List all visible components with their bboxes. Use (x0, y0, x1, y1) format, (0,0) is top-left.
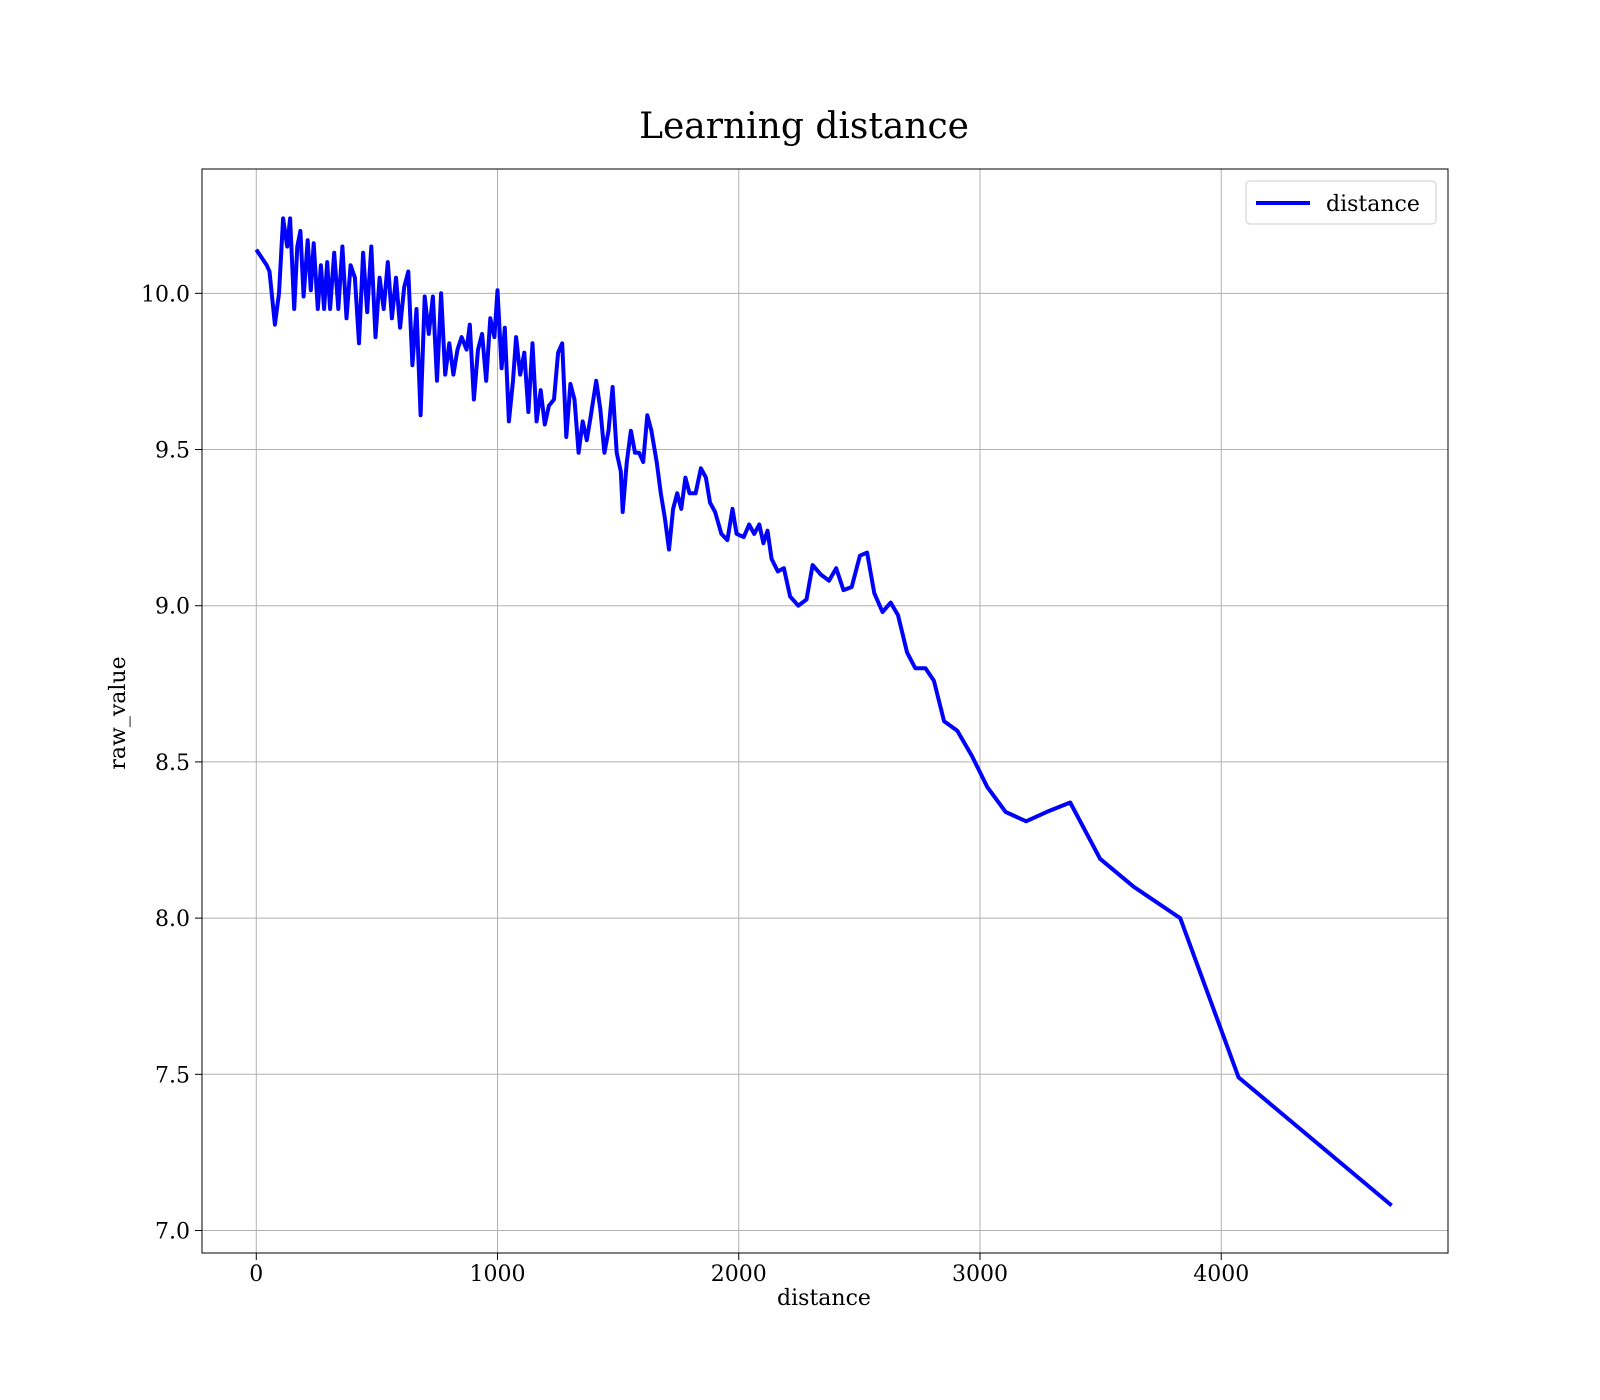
x-tick-label: 2000 (711, 1262, 767, 1287)
y-tick-label: 9.0 (155, 595, 190, 620)
y-axis-label: raw_value (106, 656, 131, 769)
legend-label: distance (1326, 192, 1420, 217)
y-tick-label: 7.0 (155, 1220, 190, 1245)
y-tick-label: 8.5 (155, 751, 190, 776)
y-tick-label: 10.0 (141, 282, 190, 307)
x-axis-label: distance (777, 1286, 871, 1311)
legend-box (1245, 180, 1437, 225)
line-series (254, 216, 1393, 1208)
plot-frame (201, 168, 1449, 1254)
y-tick-label: 8.0 (155, 907, 190, 932)
x-tick-label: 4000 (1193, 1262, 1249, 1287)
x-tick-label: 3000 (952, 1262, 1008, 1287)
y-tick-label: 9.5 (155, 439, 190, 464)
x-tick-label: 0 (249, 1262, 263, 1287)
y-tick-label: 7.5 (155, 1063, 190, 1088)
x-tick-label: 1000 (470, 1262, 526, 1287)
chart-title: Learning distance (639, 106, 969, 147)
